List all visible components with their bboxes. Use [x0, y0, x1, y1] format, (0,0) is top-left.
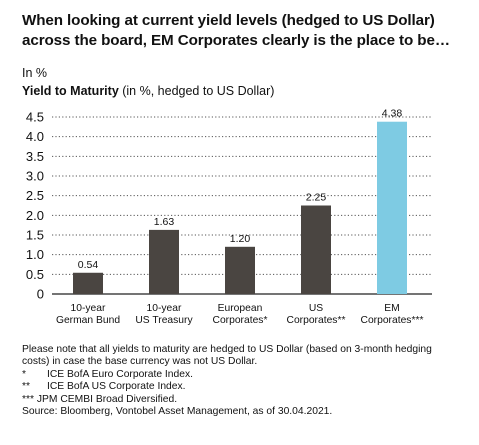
x-tick-label: 10-year [71, 303, 106, 314]
bar [301, 205, 331, 294]
unit-label: In % [22, 66, 48, 80]
data-label: 4.38 [382, 108, 403, 120]
chart-title: When looking at current yield levels (he… [22, 12, 450, 49]
footnote-text: JPM CEMBI Broad Diversified. [36, 393, 178, 405]
footnote-1: * ICE BofA Euro Corporate Index. [22, 369, 462, 381]
y-tick-label: 2.5 [26, 188, 44, 203]
y-tick-label: 1.5 [26, 228, 44, 243]
y-tick-label: 2.0 [26, 208, 44, 223]
data-label: 0.54 [78, 259, 99, 271]
x-tick-label: 10-year [147, 303, 182, 314]
footnote-text: ICE BofA US Corporate Index. [47, 381, 186, 393]
bar [377, 121, 407, 294]
note-main: Please note that all yields to maturity … [22, 344, 432, 368]
bar [73, 272, 103, 294]
bar [225, 246, 255, 294]
x-tick-label: Corporates** [287, 315, 346, 326]
y-tick-label: 3.5 [26, 149, 44, 164]
bar-chart: 00.51.01.52.02.53.03.54.04.50.5410-yearG… [26, 108, 432, 326]
x-tick-label: EM [384, 303, 399, 314]
y-tick-label: 4.5 [26, 110, 44, 125]
subtitle-rest: (in %, hedged to US Dollar) [118, 84, 275, 98]
footnote-3: *** JPM CEMBI Broad Diversified. [22, 394, 462, 406]
y-tick-label: 0.5 [26, 267, 44, 282]
data-label: 2.25 [306, 192, 327, 204]
chart-subtitle: Yield to Maturity (in %, hedged to US Do… [22, 84, 274, 98]
footnote-2: ** ICE BofA US Corporate Index. [22, 381, 462, 393]
y-tick-label: 4.0 [26, 129, 44, 144]
notes: Please note that all yields to maturity … [22, 344, 462, 418]
footnote-text: ICE BofA Euro Corporate Index. [47, 368, 193, 380]
data-label: 1.20 [230, 233, 251, 245]
x-tick-label: Corporates*** [361, 315, 424, 326]
footnote-mark: ** [22, 381, 31, 393]
footnote-mark: * [22, 368, 27, 380]
y-tick-label: 1.0 [26, 247, 44, 262]
y-tick-label: 3.0 [26, 169, 44, 184]
x-tick-label: Corporates* [213, 315, 268, 326]
y-tick-label: 0 [37, 287, 44, 302]
source-note: Source: Bloomberg, Vontobel Asset Manage… [22, 406, 333, 418]
x-tick-label: US [309, 303, 323, 314]
subtitle-bold: Yield to Maturity [22, 84, 119, 98]
data-label: 1.63 [154, 216, 175, 228]
footnote-mark: *** [22, 393, 35, 405]
bar [149, 229, 179, 294]
x-tick-label: German Bund [56, 315, 120, 326]
x-tick-label: European [218, 303, 263, 314]
x-tick-label: US Treasury [135, 315, 193, 326]
